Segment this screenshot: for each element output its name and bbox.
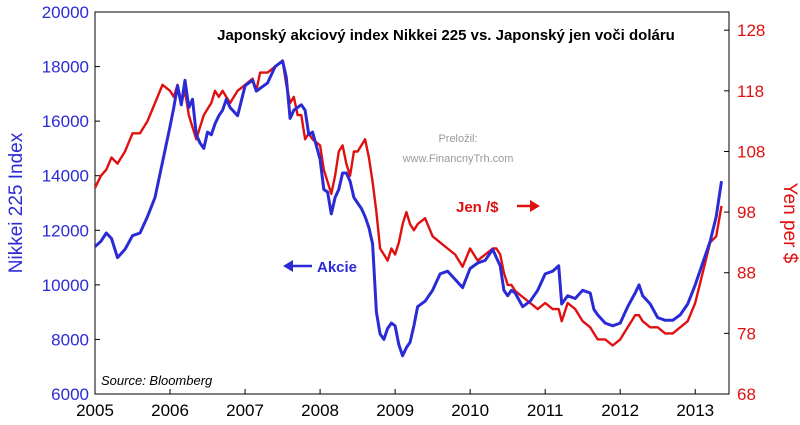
x-tick-label: 2005 [76, 401, 114, 420]
jen-arrow-head [530, 200, 540, 212]
chart-title: Japonský akciový index Nikkei 225 vs. Ja… [217, 27, 675, 44]
right-tick-label: 108 [737, 142, 765, 161]
left-tick-label: 10000 [42, 276, 89, 295]
left-tick-label: 6000 [51, 385, 89, 404]
series-line-jen [93, 59, 723, 347]
akcie-arrow-head [283, 260, 293, 272]
left-tick-label: 8000 [51, 330, 89, 349]
akcie-annotation: Akcie [283, 259, 357, 276]
right-tick-label: 78 [737, 324, 756, 343]
left-axis-ticks: 6000 8000 10000 12000 14000 16000 18000 20000 [42, 3, 100, 404]
right-tick-label: 118 [737, 82, 764, 101]
series-line-akcie [93, 59, 723, 358]
right-tick-label: 88 [737, 264, 756, 283]
jen-label: Jen /$ [456, 199, 499, 216]
x-axis-ticks: 2005 2006 2007 2008 2009 2010 2011 2012 2013 [76, 389, 714, 420]
x-tick-label: 2011 [527, 401, 564, 420]
jen-annotation: Jen /$ [456, 199, 540, 216]
left-tick-label: 14000 [42, 167, 89, 186]
x-tick-label: 2012 [601, 401, 639, 420]
x-tick-label: 2013 [676, 401, 714, 420]
left-axis-label: Nikkei 225 Index [6, 132, 27, 273]
left-tick-label: 20000 [42, 3, 89, 22]
right-tick-label: 128 [737, 21, 765, 40]
x-tick-label: 2010 [451, 401, 489, 420]
x-tick-label: 2006 [151, 401, 189, 420]
series-layer [93, 59, 723, 358]
right-axis-label: Yen per $ [779, 183, 800, 264]
x-tick-label: 2008 [301, 401, 339, 420]
left-tick-label: 18000 [42, 58, 89, 77]
source-note: Source: Bloomberg [101, 373, 213, 388]
watermark-line-2: www.FinancnyTrh.com [402, 153, 514, 165]
left-tick-label: 12000 [42, 221, 89, 240]
left-tick-label: 16000 [42, 112, 89, 131]
x-tick-label: 2007 [226, 401, 264, 420]
x-tick-label: 2009 [376, 401, 414, 420]
right-axis-ticks: 68 78 88 98 108 118 128 [724, 21, 765, 404]
right-tick-label: 98 [737, 203, 756, 222]
watermark-line-1: Preložil: [438, 133, 477, 145]
akcie-label: Akcie [317, 259, 357, 276]
right-tick-label: 68 [737, 385, 756, 404]
